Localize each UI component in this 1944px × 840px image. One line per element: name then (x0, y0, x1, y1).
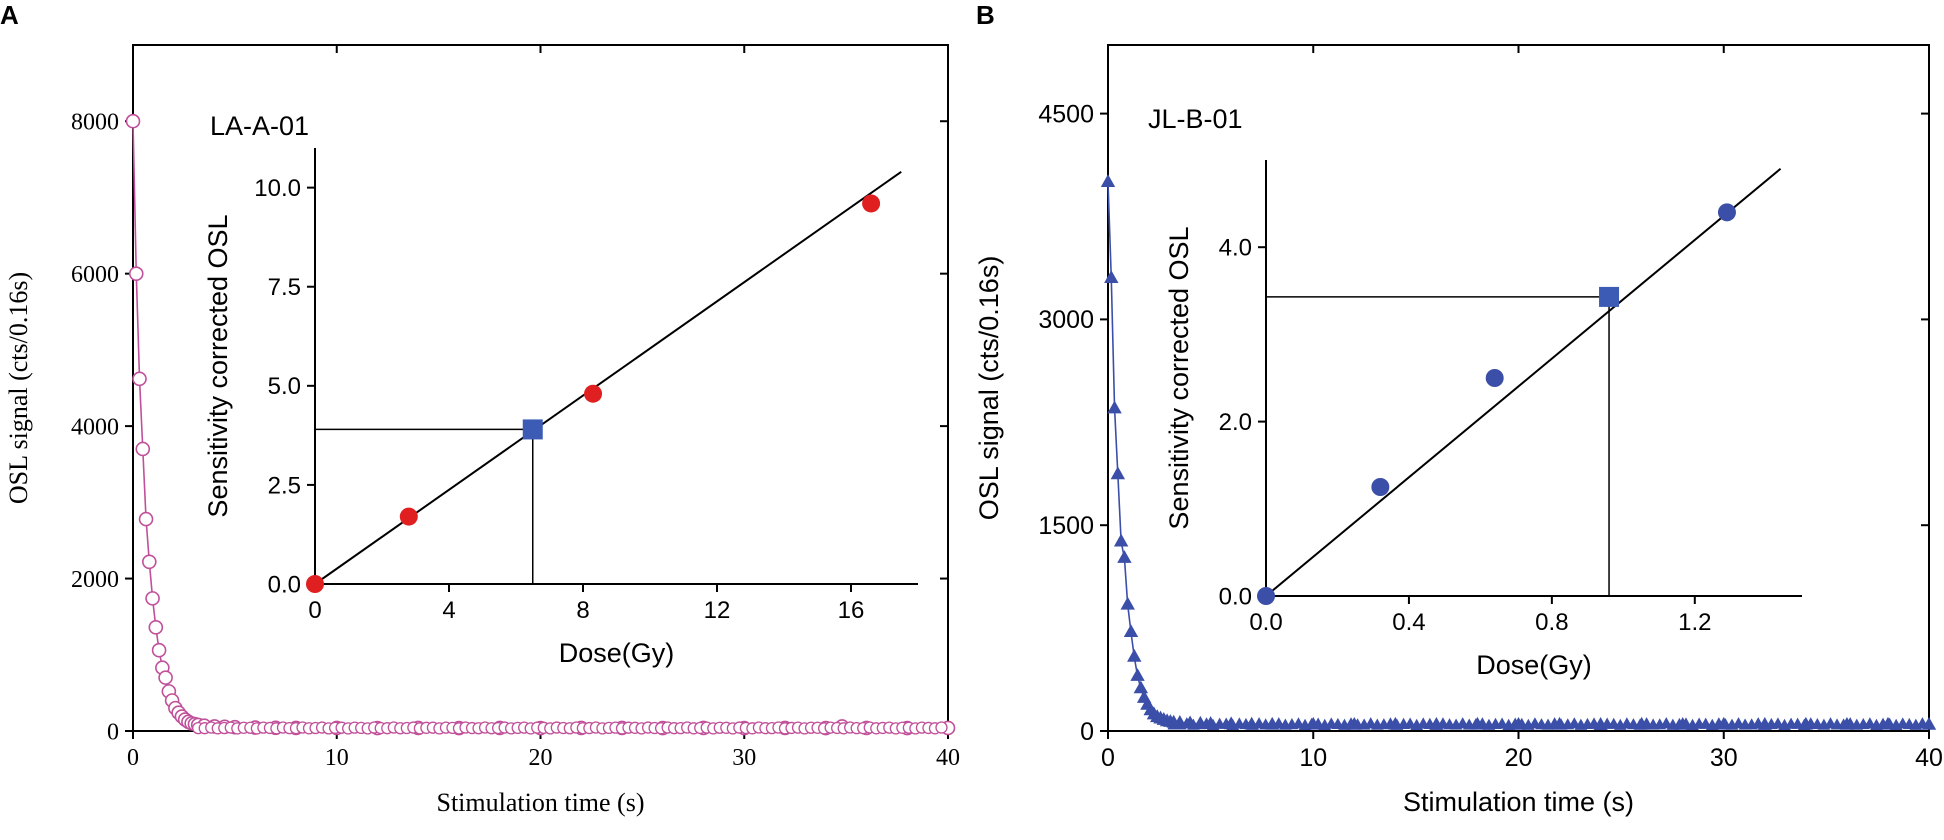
x-tick-label: 0.0 (1249, 609, 1282, 636)
inset-chart: 0 4 8 12 16 0.0 2.5 5.0 7.5 10.0 Dose(Gy) Sensitivi… (203, 148, 918, 668)
data-point (1104, 270, 1119, 284)
inset-data-point (1485, 369, 1504, 387)
sample-label: LA-A-01 (210, 111, 309, 141)
y-tick-label: 0 (107, 719, 119, 745)
y-tick-label: 4.0 (1219, 235, 1252, 262)
y-tick-label: 0 (1080, 718, 1094, 746)
x-tick-label: 0 (308, 597, 321, 624)
data-point (1107, 400, 1122, 414)
inset-y-axis-label: Sensitivity corrected OSL (1164, 226, 1194, 529)
data-point (1117, 550, 1132, 563)
data-point (132, 371, 147, 387)
x-axis-label: Stimulation time (s) (1403, 787, 1634, 817)
data-point (1123, 624, 1139, 638)
inset-x-axis-label: Dose(Gy) (1476, 650, 1592, 680)
x-tick-label: 10 (325, 745, 349, 771)
y-tick-label: 10.0 (254, 175, 301, 202)
x-tick-label: 12 (704, 597, 731, 624)
x-tick-label: 20 (529, 745, 553, 771)
fit-line (1265, 167, 1782, 597)
plot-frame (1107, 44, 1930, 732)
data-point (135, 441, 151, 457)
data-point (1133, 680, 1149, 694)
data-point (1130, 668, 1145, 681)
y-tick-label: 8000 (71, 110, 119, 136)
x-tick-label: 10 (1299, 744, 1327, 772)
x-tick-label: 30 (732, 745, 756, 771)
y-tick-label: 4000 (71, 415, 119, 441)
plot-frame (132, 44, 949, 732)
inset-data-point (1717, 203, 1736, 222)
data-point (145, 591, 160, 606)
equivalent-dose-marker (522, 419, 543, 440)
x-tick-label: 40 (1915, 744, 1943, 772)
panel-b: B 0 10 20 30 40 0 1500 3000 4500 Stimulation time … (974, 0, 1943, 817)
y-tick-label: 0.0 (1219, 583, 1252, 610)
y-tick-label: 5.0 (268, 373, 301, 400)
y-tick-label: 2.0 (1219, 409, 1252, 436)
x-tick-label: 20 (1505, 744, 1533, 772)
y-tick-label: 6000 (71, 262, 119, 288)
y-tick-label: 4500 (1038, 100, 1094, 128)
x-tick-label: 8 (576, 597, 589, 624)
panel-label: B (976, 0, 995, 30)
x-tick-label: 0.4 (1392, 609, 1425, 636)
y-tick-label: 0.0 (268, 571, 301, 598)
data-point (138, 511, 154, 527)
equivalent-dose-marker (1599, 286, 1620, 307)
data-point (142, 554, 157, 570)
data-point (125, 113, 141, 129)
inset-chart: 0.0 0.4 0.8 1.2 0.0 2.0 4.0 Dose(Gy) Sensitivity… (1164, 160, 1802, 680)
x-tick-label: 0 (127, 745, 139, 771)
y-tick-label: 7.5 (268, 274, 301, 301)
data-point (1100, 174, 1116, 187)
x-axis-label: Stimulation time (s) (437, 788, 645, 817)
y-axis-label: OSL signal (cts/0.16s) (4, 272, 33, 504)
x-tick-label: 4 (442, 597, 455, 624)
y-tick-label: 2.5 (268, 472, 301, 499)
y-tick-label: 3000 (1038, 306, 1094, 334)
x-tick-label: 0 (1101, 744, 1115, 772)
inset-data-point (1257, 587, 1275, 605)
inset-y-axis-label: Sensitivity corrected OSL (203, 214, 233, 517)
y-axis-label: OSL signal (cts/0.16s) (974, 256, 1004, 521)
data-point (1120, 596, 1135, 610)
data-point (128, 266, 144, 281)
data-point (158, 670, 173, 685)
x-tick-label: 40 (936, 745, 960, 771)
x-tick-label: 0.8 (1535, 609, 1568, 636)
inset-data-point (306, 575, 324, 593)
data-point-tail (935, 721, 948, 734)
y-tick-label: 2000 (71, 567, 119, 593)
x-tick-label: 16 (838, 597, 865, 624)
sample-label: JL-B-01 (1148, 104, 1243, 134)
inset-data-point (1371, 478, 1390, 496)
data-point (1110, 466, 1126, 480)
y-tick-label: 1500 (1038, 512, 1094, 540)
inset-data-point (399, 507, 418, 526)
inset-data-point (584, 384, 603, 403)
inset-data-point (862, 194, 881, 213)
x-tick-label: 1.2 (1678, 609, 1711, 636)
x-tick-label: 30 (1710, 744, 1738, 772)
panel-label: A (0, 0, 19, 30)
data-point (1127, 648, 1142, 662)
inset-x-axis-label: Dose(Gy) (559, 638, 675, 668)
data-point (151, 642, 167, 658)
data-point (1113, 533, 1129, 547)
series-line (1107, 182, 1930, 726)
data-point (148, 620, 164, 635)
data-point-tail (1916, 717, 1929, 729)
